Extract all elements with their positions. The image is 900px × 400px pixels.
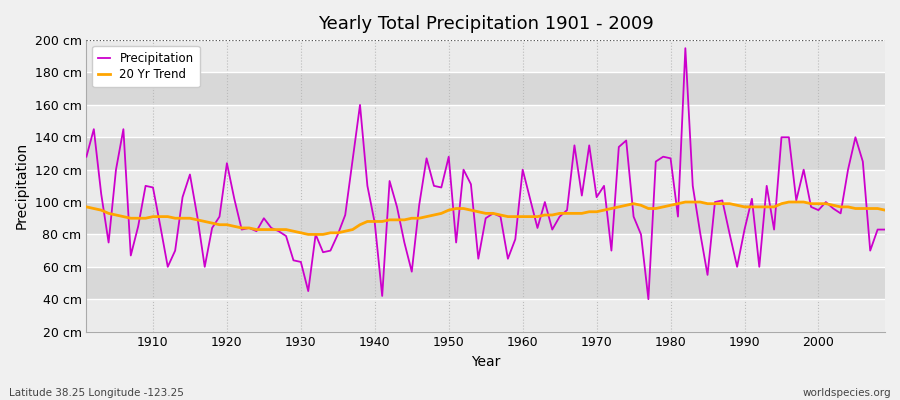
20 Yr Trend	[140, 216, 151, 221]
Bar	[86, 170, 885, 202]
Text: Latitude 38.25 Longitude -123.25: Latitude 38.25 Longitude -123.25	[9, 388, 184, 398]
Bar	[86, 267, 885, 299]
20 Yr Trend	[302, 232, 313, 237]
20 Yr Trend	[310, 232, 321, 237]
Y-axis label: Precipitation: Precipitation	[15, 142, 29, 230]
Bar	[86, 137, 885, 170]
Line: 20 Yr Trend: 20 Yr Trend	[86, 202, 885, 234]
20 Yr Trend	[614, 204, 625, 209]
Precipitation	[81, 154, 92, 159]
20 Yr Trend	[879, 208, 890, 212]
Precipitation	[680, 46, 691, 51]
20 Yr Trend	[355, 222, 365, 227]
20 Yr Trend	[680, 200, 691, 204]
Precipitation	[606, 248, 616, 253]
Precipitation	[347, 158, 358, 162]
Text: worldspecies.org: worldspecies.org	[803, 388, 891, 398]
Bar	[86, 72, 885, 105]
Precipitation	[879, 227, 890, 232]
Bar	[86, 299, 885, 332]
20 Yr Trend	[518, 214, 528, 219]
Precipitation	[643, 297, 653, 302]
X-axis label: Year: Year	[471, 355, 500, 369]
Line: Precipitation: Precipitation	[86, 48, 885, 299]
Precipitation	[140, 184, 151, 188]
Precipitation	[518, 167, 528, 172]
Bar	[86, 40, 885, 72]
Precipitation	[510, 237, 521, 242]
Precipitation	[302, 289, 313, 294]
Bar	[86, 202, 885, 234]
Legend: Precipitation, 20 Yr Trend: Precipitation, 20 Yr Trend	[93, 46, 200, 87]
20 Yr Trend	[525, 214, 535, 219]
20 Yr Trend	[81, 204, 92, 209]
Bar	[86, 234, 885, 267]
Bar	[86, 105, 885, 137]
Title: Yearly Total Precipitation 1901 - 2009: Yearly Total Precipitation 1901 - 2009	[318, 15, 653, 33]
